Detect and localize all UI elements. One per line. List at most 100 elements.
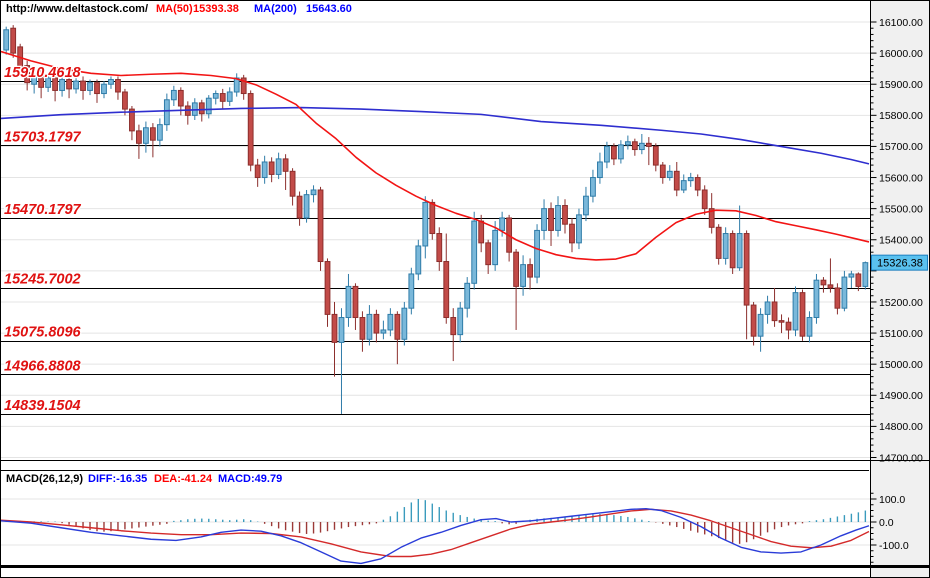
ma50-line bbox=[1, 50, 870, 261]
level-lines bbox=[1, 81, 870, 415]
gridlines bbox=[1, 21, 870, 546]
bear-candle bbox=[715, 226, 722, 259]
bear-candle bbox=[136, 130, 142, 144]
bull-candle bbox=[366, 313, 373, 340]
bull-candle bbox=[806, 317, 813, 337]
bear-candle bbox=[443, 261, 450, 319]
bull-candle bbox=[555, 205, 561, 231]
bear-candle bbox=[289, 170, 296, 197]
level-label: 14839.1504 bbox=[4, 398, 81, 414]
bear-candle bbox=[240, 77, 247, 95]
candles bbox=[3, 25, 869, 414]
bear-candle bbox=[834, 287, 841, 309]
bear-candle bbox=[10, 27, 17, 54]
price-axis-label: 14900.00 bbox=[879, 390, 923, 402]
bear-candle bbox=[820, 279, 827, 286]
bull-candle bbox=[3, 29, 10, 51]
price-axis-label: 14800.00 bbox=[879, 421, 923, 433]
macd-axis-label: 0.0 bbox=[879, 517, 894, 529]
bull-candle bbox=[87, 82, 93, 91]
bull-candle bbox=[380, 329, 387, 334]
price-axis-label: 16000.00 bbox=[879, 48, 923, 60]
bear-candle bbox=[282, 158, 289, 172]
bear-candle bbox=[743, 233, 750, 306]
bull-candle bbox=[499, 217, 506, 231]
bear-candle bbox=[708, 208, 715, 228]
bear-candle bbox=[66, 79, 72, 90]
bull-candle bbox=[576, 214, 582, 244]
bull-candle bbox=[534, 229, 540, 278]
bull-candle bbox=[757, 313, 764, 337]
bear-candle bbox=[429, 201, 436, 235]
level-label: 15470.1797 bbox=[4, 202, 82, 218]
bull-candle bbox=[520, 264, 526, 287]
axis-ticks bbox=[870, 21, 877, 563]
bear-candle bbox=[631, 141, 638, 151]
bull-candle bbox=[101, 83, 107, 95]
bear-candle bbox=[569, 223, 575, 244]
bear-candle bbox=[296, 195, 303, 219]
price-axis-label: 15800.00 bbox=[879, 110, 923, 122]
bear-candle bbox=[436, 233, 443, 263]
bull-candle bbox=[401, 307, 408, 340]
bull-candle bbox=[604, 145, 610, 163]
price-axis-label: 15100.00 bbox=[879, 328, 923, 340]
bull-candle bbox=[415, 245, 422, 275]
bear-candle bbox=[778, 320, 785, 323]
bear-candle bbox=[750, 304, 757, 337]
price-axis-label: 16100.00 bbox=[879, 17, 923, 29]
macd-axis-label: 100.0 bbox=[879, 494, 905, 506]
bear-candle bbox=[219, 93, 226, 102]
bear-candle bbox=[673, 170, 680, 191]
bear-candle bbox=[610, 145, 617, 160]
bull-candle bbox=[597, 161, 603, 179]
bear-candle bbox=[80, 80, 86, 91]
level-label: 15075.8096 bbox=[4, 325, 82, 341]
price-axis-label: 15700.00 bbox=[879, 141, 923, 153]
bear-candle bbox=[659, 164, 666, 179]
bear-candle bbox=[317, 189, 324, 263]
bear-candle bbox=[247, 93, 254, 166]
price-axis-label: 15400.00 bbox=[879, 235, 923, 247]
price-axis bbox=[870, 1, 929, 577]
bear-candle bbox=[478, 220, 485, 244]
level-label: 14966.8808 bbox=[4, 358, 82, 374]
bear-candle bbox=[38, 74, 45, 88]
bear-candle bbox=[394, 313, 401, 340]
bear-candle bbox=[268, 161, 275, 175]
macd-dea-value: DEA:-41.24 bbox=[154, 473, 213, 485]
level-label: 15703.1797 bbox=[4, 129, 82, 145]
bull-candle bbox=[212, 93, 219, 99]
bear-candle bbox=[254, 164, 261, 179]
ma200-label: MA(200) bbox=[254, 3, 297, 15]
bull-candle bbox=[457, 307, 464, 336]
bull-candle bbox=[624, 141, 631, 146]
level-label: 15910.4618 bbox=[4, 65, 82, 81]
ma50-label: MA(50) bbox=[156, 3, 193, 15]
bull-candle bbox=[156, 124, 163, 141]
macd-macd-value: MACD:49.79 bbox=[218, 473, 283, 485]
bull-candle bbox=[666, 170, 673, 179]
bear-candle bbox=[548, 208, 554, 231]
macd-header: MACD(26,12,9) DIFF:-16.35 DEA:-41.24 MAC… bbox=[1, 470, 869, 487]
bear-candle bbox=[129, 108, 135, 132]
bear-candle bbox=[771, 301, 778, 322]
bear-candle bbox=[324, 261, 331, 315]
price-axis-label: 14700.00 bbox=[879, 452, 923, 464]
bear-candle bbox=[562, 205, 568, 225]
bull-candle bbox=[31, 74, 38, 85]
bull-candle bbox=[73, 80, 79, 90]
bull-candle bbox=[764, 301, 771, 315]
bear-candle bbox=[373, 313, 380, 334]
bear-candle bbox=[645, 142, 652, 147]
bear-candle bbox=[827, 284, 834, 289]
ma200-line bbox=[1, 106, 870, 165]
bull-candle bbox=[205, 97, 212, 115]
bull-candle bbox=[687, 177, 694, 182]
bull-candle bbox=[108, 79, 114, 85]
bull-candle bbox=[387, 313, 394, 331]
price-axis-label: 15600.00 bbox=[879, 172, 923, 184]
bear-candle bbox=[799, 292, 806, 337]
